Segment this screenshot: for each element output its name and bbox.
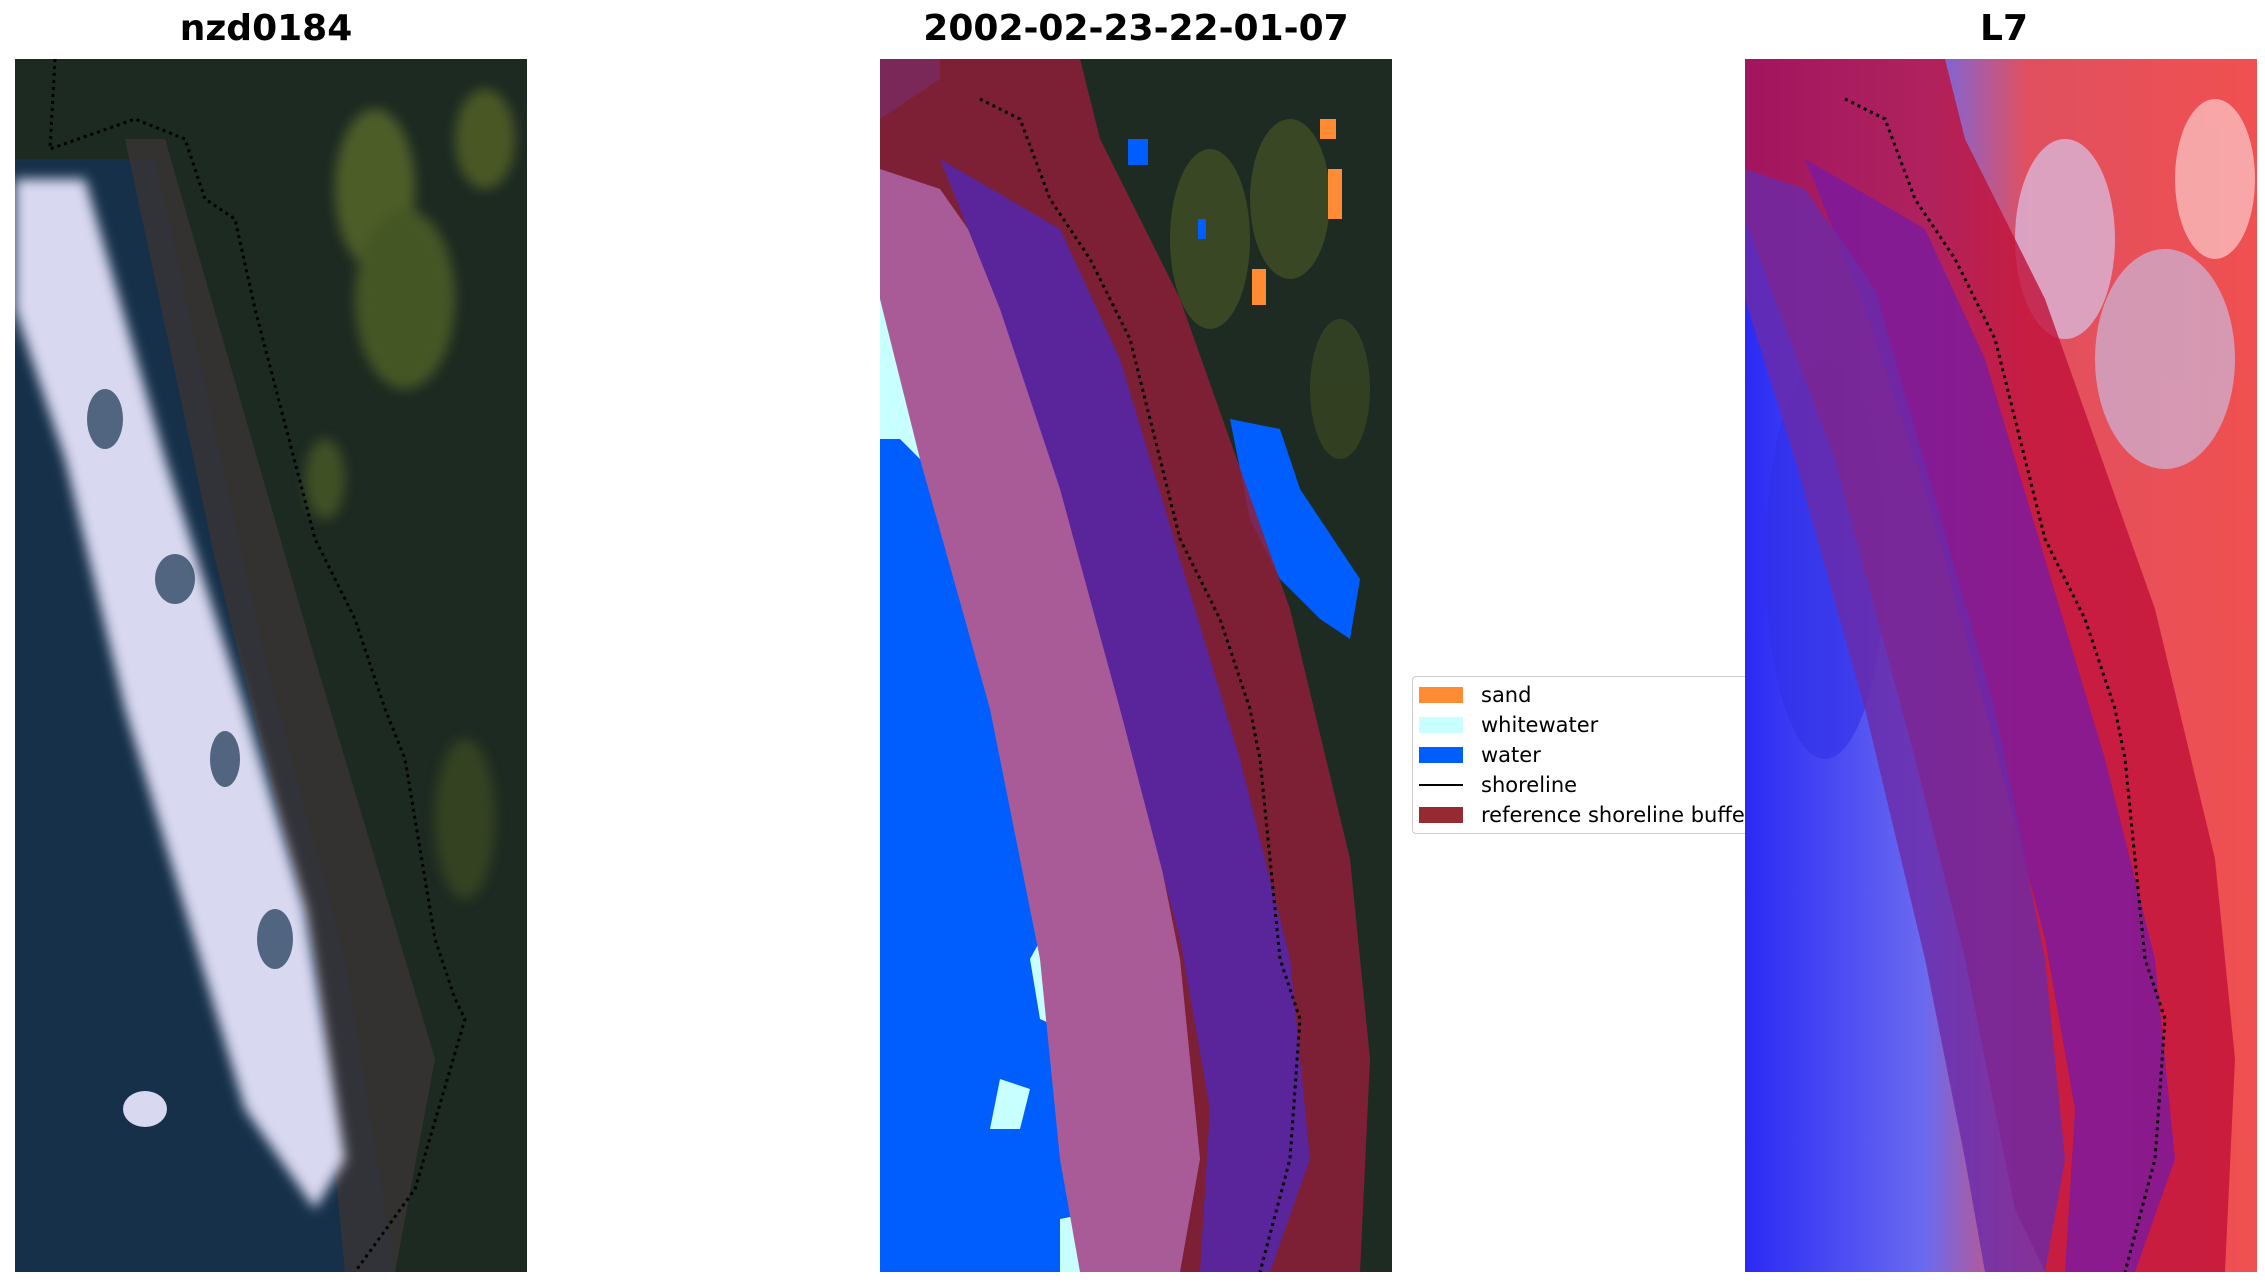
water-swatch [1419,747,1463,763]
legend-label-sand: sand [1481,683,1532,707]
rgb-satellite-image [15,59,527,1272]
sand-swatch [1419,687,1463,703]
legend-item-buffer: reference shoreline buffer [1419,801,1753,829]
whitewater-swatch [1419,717,1463,733]
panel-title-rgb: nzd0184 [179,8,353,49]
legend-label-shoreline: shoreline [1481,773,1578,797]
legend-label-whitewater: whitewater [1481,713,1599,737]
index-image [1745,59,2257,1272]
classified-image [880,59,1392,1272]
buffer-swatch [1419,807,1463,823]
shoreline-swatch [1419,784,1463,786]
legend-item-whitewater: whitewater [1419,711,1598,739]
legend-label-buffer: reference shoreline buffer [1481,803,1754,827]
legend-item-shoreline: shoreline [1419,771,1577,799]
panel-title-classified: 2002-02-23-22-01-07 [923,8,1349,49]
panel-title-index: L7 [1980,8,2028,49]
legend: sand whitewater water shoreline referenc… [1412,676,1792,834]
legend-label-water: water [1481,743,1541,767]
legend-item-water: water [1419,741,1541,769]
legend-item-sand: sand [1419,681,1531,709]
